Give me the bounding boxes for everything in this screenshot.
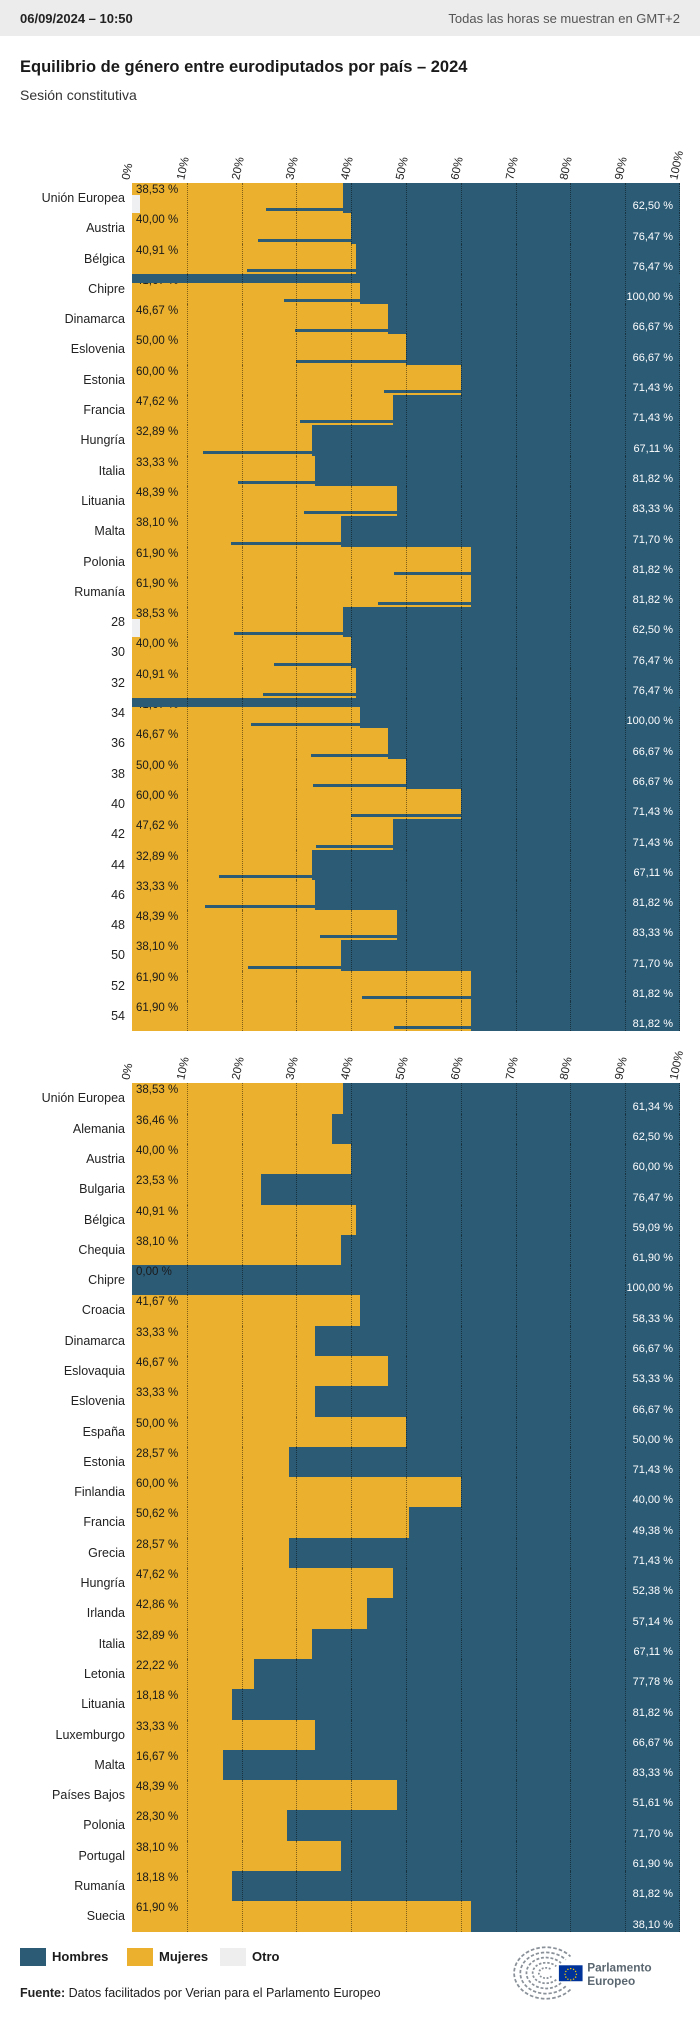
svg-text:Europeo: Europeo	[587, 1973, 635, 1987]
svg-text:Parlamento: Parlamento	[587, 1960, 651, 1974]
